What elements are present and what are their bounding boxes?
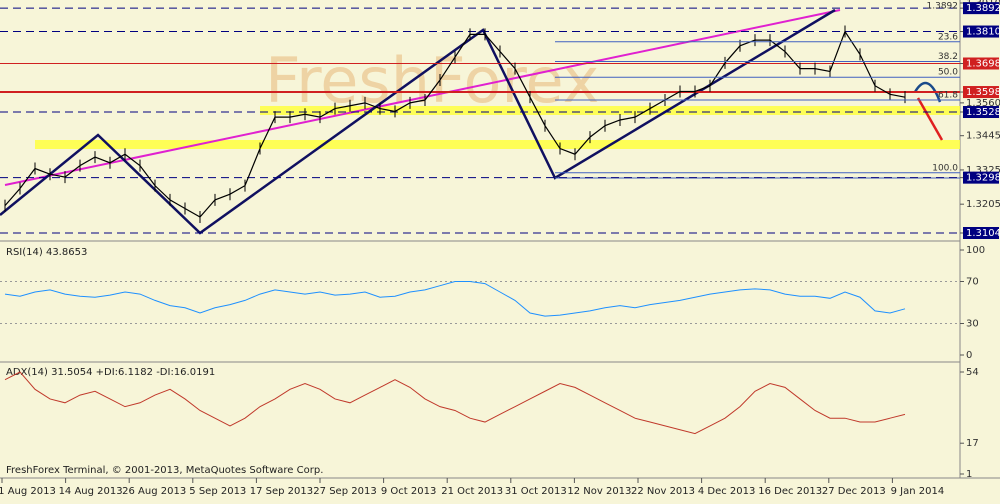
- x-tick-label: 9 Oct 2013: [381, 486, 436, 497]
- y-tick-label: 1.3698: [966, 58, 1000, 69]
- x-tick-label: 26 Aug 2013: [122, 486, 186, 497]
- price-box: [963, 227, 999, 239]
- indicator-title: ADX(14) 31.5054 +DI:6.1182 -DI:16.0191: [6, 367, 215, 378]
- y-tick-label: 1.3325: [966, 165, 1000, 176]
- copyright: FreshForex Terminal, © 2001-2013, MetaQu…: [6, 465, 323, 476]
- arrow: [916, 97, 944, 141]
- watermark: FreshForex: [265, 44, 599, 117]
- x-tick-label: 17 Sep 2013: [250, 486, 313, 497]
- x-tick-label: 27 Dec 2013: [822, 486, 886, 497]
- price-box: [963, 171, 999, 184]
- y-tick-label: 30: [966, 319, 979, 330]
- x-tick-label: 21 Oct 2013: [441, 486, 503, 497]
- fib-label: 100.0: [932, 163, 958, 173]
- fib-label: 50.0: [938, 68, 958, 78]
- indicator-title: RSI(14) 43.8653: [6, 247, 87, 258]
- price-box: [963, 86, 999, 99]
- zone: [35, 140, 960, 149]
- y-tick-label: 1.3528: [966, 107, 1000, 118]
- x-tick-label: 14 Aug 2013: [59, 486, 123, 497]
- x-tick-label: 5 Sep 2013: [189, 486, 246, 497]
- x-tick-label: 9 Jan 2014: [891, 486, 945, 497]
- x-tick-label: 31 Oct 2013: [505, 486, 567, 497]
- x-tick-label: 22 Nov 2013: [631, 486, 695, 497]
- price-box: [963, 2, 999, 15]
- x-tick-label: 4 Dec 2013: [698, 486, 756, 497]
- y-tick-label: 1: [966, 469, 972, 480]
- x-tick-label: 16 Dec 2013: [758, 486, 822, 497]
- y-tick-label: 1.3598: [966, 87, 1000, 98]
- y-tick-label: 70: [966, 277, 979, 288]
- y-tick-label: 1.3445: [966, 131, 1000, 142]
- y-tick-label: 17: [966, 438, 979, 449]
- fib-label: 38.2: [938, 52, 958, 62]
- y-tick-label: 54: [966, 367, 979, 378]
- price-box: [963, 25, 999, 38]
- fib-label: 23.6: [938, 32, 958, 42]
- series-line: [4, 281, 906, 317]
- trendline: [4, 9, 841, 186]
- series-line: [4, 371, 906, 435]
- y-tick-label: 1.3810: [966, 27, 1000, 38]
- fib-label: 1.3892: [927, 2, 959, 12]
- price-box: [963, 106, 999, 119]
- fib-label: 61.8: [938, 91, 958, 101]
- arrow: [913, 81, 942, 103]
- zone: [260, 106, 960, 115]
- y-tick-label: 1.3205: [966, 199, 1000, 210]
- x-tick-label: 27 Sep 2013: [313, 486, 376, 497]
- y-tick-label: 1.3560: [966, 98, 1000, 109]
- y-tick-label: 100: [966, 245, 985, 256]
- y-tick-label: 1.3298: [966, 173, 1000, 184]
- price-box: [963, 57, 999, 70]
- zigzag: [0, 8, 836, 235]
- x-tick-label: 1 Aug 2013: [0, 486, 56, 497]
- y-tick-label: 0: [966, 350, 972, 361]
- y-tick-label: 1.3892: [966, 3, 1000, 14]
- y-tick-label: 1.3104: [966, 228, 1000, 239]
- x-tick-label: 12 Nov 2013: [567, 486, 631, 497]
